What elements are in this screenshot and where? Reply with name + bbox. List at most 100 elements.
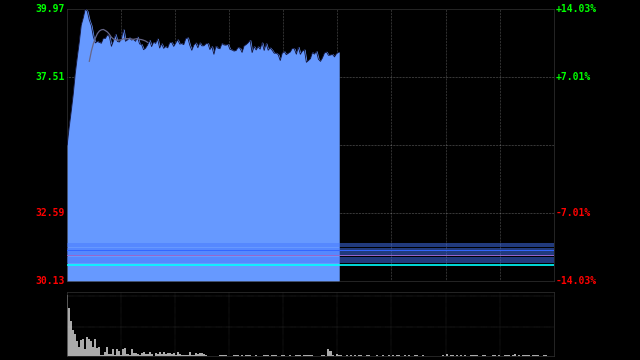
Bar [515,355,516,356]
Bar [281,355,284,356]
Bar [545,355,547,356]
Bar [157,354,159,356]
Bar [360,355,362,356]
Bar [88,339,90,356]
Bar [273,355,275,356]
Bar [187,355,189,356]
Bar [534,355,536,356]
Bar [494,355,496,356]
Bar [464,355,466,356]
Bar [271,355,273,356]
Bar [90,341,92,356]
Bar [247,355,249,356]
Bar [70,321,72,356]
Bar [499,355,500,356]
Bar [323,355,326,356]
Bar [136,354,138,356]
Bar [245,355,247,356]
Bar [237,355,239,356]
Bar [416,355,418,356]
Bar [179,354,180,356]
Bar [472,355,474,356]
Bar [527,355,529,356]
Bar [321,355,323,356]
Bar [108,354,111,356]
Bar [346,355,348,356]
Text: 37.51: 37.51 [35,72,65,82]
Bar [99,347,100,356]
Bar [78,347,80,356]
Bar [307,355,309,356]
Bar [92,347,94,356]
Bar [452,355,454,356]
Bar [298,355,300,356]
Bar [476,355,478,356]
Bar [185,355,187,356]
Bar [396,355,398,356]
Bar [303,355,305,356]
Bar [335,355,337,356]
Bar [392,355,394,356]
Bar [289,355,291,356]
Bar [522,355,524,356]
Text: 30.13: 30.13 [35,276,65,286]
Bar [66,295,68,356]
Bar [422,355,424,356]
Bar [161,354,163,356]
Bar [155,353,157,356]
Bar [404,355,406,356]
Bar [446,355,448,356]
Bar [376,355,378,356]
Bar [191,355,193,356]
Bar [340,355,342,356]
Bar [129,355,131,356]
Bar [68,308,70,356]
Bar [456,355,458,356]
Bar [255,355,257,356]
Bar [483,355,484,356]
Bar [106,347,108,356]
Bar [132,353,134,356]
Bar [543,355,545,356]
Bar [275,355,277,356]
Bar [84,349,86,356]
Bar [241,355,243,356]
Bar [115,355,116,356]
Bar [233,355,235,356]
Bar [111,354,113,356]
Bar [524,355,527,356]
Bar [381,355,384,356]
Bar [263,355,265,356]
Bar [116,349,118,356]
Bar [223,355,225,356]
Bar [104,352,106,356]
Bar [284,355,285,356]
Text: +14.03%: +14.03% [556,4,597,14]
Bar [125,348,127,356]
Bar [219,355,221,356]
Bar [388,355,390,356]
Bar [141,353,143,356]
Bar [102,355,104,356]
Bar [97,348,99,356]
Bar [86,337,88,356]
Bar [414,355,416,356]
Bar [265,355,267,356]
Bar [175,355,177,356]
Bar [513,355,515,356]
Bar [358,355,360,356]
Bar [354,355,356,356]
Bar [474,355,476,356]
Bar [173,353,175,356]
Bar [518,355,520,356]
Bar [201,353,203,356]
Bar [408,355,410,356]
Bar [122,348,125,356]
Bar [442,355,444,356]
Text: 32.59: 32.59 [35,208,65,218]
Bar [195,353,197,356]
Bar [150,354,152,356]
Bar [295,355,298,356]
Bar [305,355,307,356]
Bar [199,353,201,356]
